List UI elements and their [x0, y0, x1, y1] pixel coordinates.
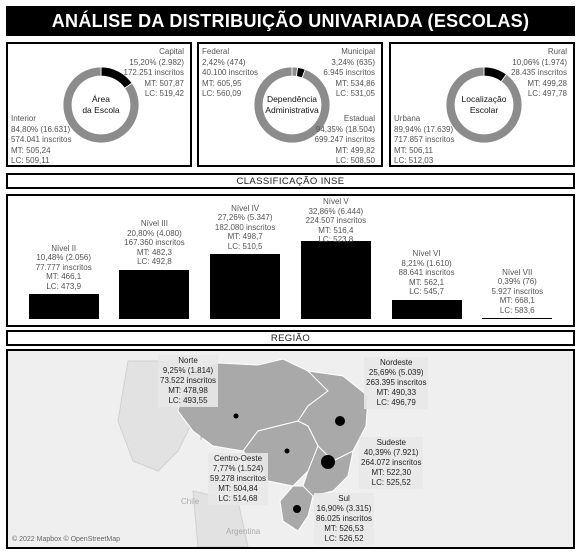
slice-label-capital: Capital 15,20% (2.982) 172.251 inscritos MT… — [123, 47, 184, 98]
bar-label-nível-iv: Nível IV 27,26% (5.347) 182.080 inscritos M… — [214, 203, 276, 251]
donut-slice-estadual[interactable] — [253, 66, 331, 144]
dashboard-title: ANÁLISE DA DISTRIBUIÇÃO UNIVARIADA (ESCO… — [51, 10, 530, 31]
section-header-regiao: REGIÃO — [6, 330, 575, 346]
slice-label-municipal: Municipal 3,24% (635) 6.945 inscritos MT: 5… — [323, 47, 375, 98]
pie-panel-localizacao: Localização Escolar Rural 10,06% (1.974) 28… — [389, 42, 575, 167]
donut-localizacao-chart — [445, 66, 523, 144]
marker-centro-oeste[interactable] — [284, 448, 290, 454]
country-label-peru: Peru — [200, 433, 217, 442]
section-title-regiao: REGIÃO — [270, 332, 311, 344]
slice-label-interior: Interior 84,80% (16.631) 574.041 inscritos… — [11, 114, 72, 165]
donut-slice-urbana[interactable] — [445, 66, 523, 144]
marker-sudeste[interactable] — [321, 455, 335, 469]
bar-label-nível-iii: Nível III 20,80% (4.080) 167.360 inscritos… — [124, 219, 185, 267]
bar-nível-ii[interactable] — [28, 294, 99, 319]
center-label-line: Escolar — [469, 105, 499, 115]
bar-nível-vi[interactable] — [391, 299, 462, 319]
donut-area-center: Área da Escola — [60, 64, 142, 146]
donut-slice-interior[interactable] — [62, 66, 140, 144]
bar-label-nível-vii: Nível VII 0,39% (76) 5.927 inscritos MT: 66… — [491, 267, 544, 315]
donut-dependencia-center: Dependência Administrativa — [251, 64, 333, 146]
center-label-line: Administrativa — [265, 105, 319, 115]
map-panel-regiao[interactable]: Peru Chile Argentina Norte 9,25% (1.814) 7… — [6, 349, 575, 549]
country-label-chile: Chile — [181, 497, 200, 506]
region-label-sudeste: Sudeste 40,39% (7.921) 264.072 inscritos MT… — [359, 437, 424, 489]
pie-panel-dependencia: Dependência Administrativa Federal 2,42% (… — [197, 42, 383, 167]
bar-nível-vii[interactable] — [482, 318, 553, 319]
bar-nível-v[interactable] — [300, 241, 371, 319]
pie-panel-area: Área da Escola Capital 15,20% (2.982) 172.2… — [6, 42, 192, 167]
bar-nível-iv[interactable] — [210, 254, 281, 319]
donut-dependencia-chart — [253, 66, 331, 144]
region-label-centro-oeste: Centro-Oeste 7,77% (1.524) 59.278 inscrito… — [208, 453, 269, 505]
bar-nível-iii[interactable] — [119, 269, 190, 319]
country-label-argentina: Argentina — [226, 527, 261, 536]
marker-nordeste[interactable] — [335, 416, 345, 426]
section-header-inse: CLASSIFICAÇÃO INSE — [6, 173, 575, 189]
bar-label-nível-v: Nível V 32,86% (6.444) 224.507 inscritos MT… — [305, 197, 367, 244]
marker-sul[interactable] — [293, 505, 301, 513]
slice-label-estadual: Estadual 94,35% (18.504) 699.247 inscritos… — [314, 114, 375, 165]
center-label-line: da Escola — [82, 105, 120, 115]
bar-panel-inse: Nível II 10,48% (2.056) 77.777 inscritos MT… — [6, 194, 575, 327]
donut-localizacao-center: Localização Escolar — [443, 64, 525, 146]
brazil-map — [117, 358, 369, 547]
region-label-nordeste: Nordeste 25,69% (5.039) 263.395 inscritos M… — [364, 357, 429, 409]
donut-area-chart — [62, 66, 140, 144]
bar-label-nível-vi: Nível VI 8,21% (1.610) 88.641 inscritos MT:… — [398, 249, 455, 296]
dashboard-title-bar: ANÁLISE DA DISTRIBUIÇÃO UNIVARIADA (ESCO… — [6, 6, 575, 36]
slice-label-federal: Federal 2,42% (474) 40.100 inscritos MT: 60… — [202, 47, 259, 98]
center-label-line: Área — [92, 94, 110, 104]
slice-label-urbana: Urbana 89,94% (17.639) 717.857 inscritos MT… — [394, 114, 455, 165]
region-label-sul: Sul 16,90% (3.315) 86.025 inscritos MT: 526… — [314, 493, 375, 545]
marker-norte[interactable] — [233, 413, 239, 419]
slice-label-rural: Rural 10,06% (1.974) 28.435 inscritos MT: 4… — [510, 47, 567, 98]
center-label-line: Dependência — [266, 94, 318, 104]
center-label-line: Localização — [461, 94, 507, 104]
region-label-norte: Norte 9,25% (1.814) 73.522 inscritos MT: 47… — [158, 355, 219, 407]
map-credit: © 2022 Mapbox © OpenStreetMap — [12, 536, 120, 543]
section-title-inse: CLASSIFICAÇÃO INSE — [236, 175, 345, 187]
bar-label-nível-ii: Nível II 10,48% (2.056) 77.777 inscritos MT… — [35, 243, 92, 291]
